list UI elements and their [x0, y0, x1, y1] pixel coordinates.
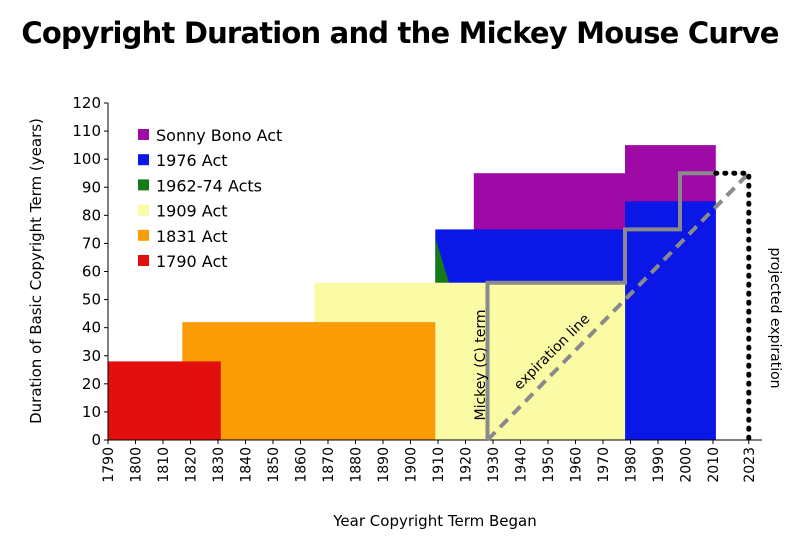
legend-swatch-1962-74-acts [138, 179, 149, 191]
y-tick-label-0: 0 [91, 431, 101, 449]
region-1962-74-acts-0 [435, 237, 449, 283]
x-tick-label-2000: 2000 [679, 447, 695, 483]
x-tick-label-1880: 1880 [349, 447, 365, 483]
region-1790-act-0 [108, 361, 221, 440]
x-tick-label-1990: 1990 [651, 447, 667, 483]
legend: Sonny Bono Act 1976 Act 1962-74 Acts 1909 A… [138, 126, 282, 271]
x-tick-label-1860: 1860 [294, 447, 310, 483]
legend-label-1790-act: 1790 Act [156, 252, 228, 271]
x-tick-label-1970: 1970 [596, 447, 612, 483]
chart-lines [485, 170, 752, 443]
x-tick-label-1910: 1910 [431, 447, 447, 483]
x-tick-label-1840: 1840 [239, 447, 255, 483]
y-tick-label-80: 80 [82, 206, 101, 224]
legend-label-sonny-bono-act: Sonny Bono Act [156, 126, 282, 145]
x-tick-label-1920: 1920 [459, 447, 475, 483]
y-tick-label-50: 50 [82, 291, 101, 309]
legend-swatch-1909-act [138, 204, 149, 216]
x-tick-label-1850: 1850 [266, 447, 282, 483]
chart-regions [108, 145, 716, 440]
x-tick-label-2023: 2023 [742, 447, 758, 483]
legend-label-1909-act: 1909 Act [156, 202, 228, 221]
x-tick-label-1960: 1960 [569, 447, 585, 483]
legend-label-1976-act: 1976 Act [156, 151, 228, 170]
projected-expiration-line [713, 170, 752, 443]
legend-label-1962-74-acts: 1962-74 Acts [156, 176, 262, 195]
y-tick-labels: 0 10 20 30 40 50 60 70 80 90 100 110 120 [72, 94, 108, 449]
legend-label-1831-act: 1831 Act [156, 227, 228, 246]
y-axis-label: Duration of Basic Copyright Term (years) [27, 118, 45, 424]
legend-swatch-1831-act [138, 229, 149, 241]
region-1976-act-1 [625, 201, 716, 440]
y-tick-label-110: 110 [72, 122, 101, 140]
x-tick-label-1980: 1980 [624, 447, 640, 483]
x-tick-label-1830: 1830 [211, 447, 227, 483]
chart-title: Copyright Duration and the Mickey Mouse … [21, 16, 779, 50]
x-tick-labels: 1790 1800 1810 1820 1830 1840 1850 1860 1870 1880… [101, 440, 758, 483]
y-tick-label-60: 60 [82, 263, 101, 281]
x-tick-label-1930: 1930 [486, 447, 502, 483]
x-tick-label-1820: 1820 [184, 447, 200, 483]
legend-swatch-sonny-bono-act [138, 129, 149, 140]
mickey-term-line [485, 171, 716, 440]
x-tick-label-2010: 2010 [706, 447, 722, 483]
x-tick-label-1890: 1890 [376, 447, 392, 483]
x-tick-label-1870: 1870 [321, 447, 337, 483]
expiration-line [486, 171, 751, 442]
x-tick-label-1940: 1940 [514, 447, 530, 483]
y-tick-label-10: 10 [82, 403, 101, 421]
x-tick-label-1950: 1950 [541, 447, 557, 483]
y-tick-label-120: 120 [72, 94, 101, 112]
y-tick-label-70: 70 [82, 234, 101, 252]
y-tick-label-90: 90 [82, 178, 101, 196]
y-tick-label-40: 40 [82, 319, 101, 337]
x-axis-label: Year Copyright Term Began [332, 512, 536, 530]
y-tick-label-20: 20 [82, 375, 101, 393]
projected-expiration-label: projected expiration [767, 247, 783, 388]
x-tick-label-1800: 1800 [129, 447, 145, 483]
x-tick-label-1810: 1810 [156, 447, 172, 483]
x-tick-label-1900: 1900 [404, 447, 420, 483]
region-1831-act-0 [182, 322, 436, 440]
y-tick-label-100: 100 [72, 150, 101, 168]
y-tick-label-30: 30 [82, 347, 101, 365]
mickey-term-label: Mickey (C) term [473, 309, 489, 420]
legend-swatch-1976-act [138, 154, 149, 166]
x-tick-label-1790: 1790 [101, 447, 117, 483]
legend-swatch-1790-act [138, 255, 149, 266]
